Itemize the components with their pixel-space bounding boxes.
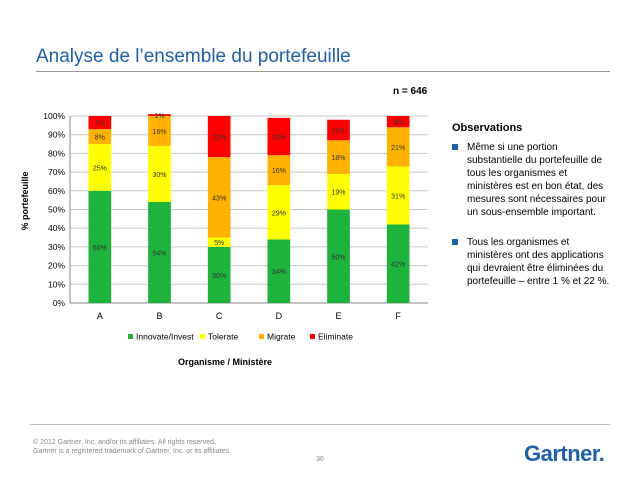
data-label: 19% [331, 190, 345, 197]
bullet-icon [452, 239, 458, 245]
data-label: 54% [152, 251, 166, 258]
y-axis-title: % portefeuille [20, 171, 30, 231]
x-tick-label: D [276, 311, 283, 321]
data-label: 16% [272, 168, 286, 175]
x-tick-label: B [156, 311, 162, 321]
bar-segment [88, 144, 112, 191]
data-label: 30% [152, 172, 166, 179]
legend-label: Eliminate [318, 332, 353, 342]
data-label: 7% [95, 121, 105, 128]
data-label: 29% [272, 210, 286, 217]
y-tick-label: 70% [48, 167, 65, 177]
data-label: 31% [391, 193, 405, 200]
bar-segment [88, 190, 112, 303]
trademark-text: Gartner is a registered trademark of Gar… [33, 448, 231, 455]
bar-segment [207, 116, 231, 158]
bar-segment [327, 119, 350, 141]
gartner-logo: Gartner. [524, 441, 605, 467]
data-label: 22% [212, 135, 226, 142]
slide-title: Analyse de l’ensemble du portefeuille [36, 46, 351, 67]
bar-segment [88, 116, 112, 130]
y-tick-label: 80% [48, 148, 65, 158]
observation-text: Même si une portion substantielle du por… [467, 142, 606, 218]
bar-segment [386, 224, 410, 303]
bar-segment [327, 173, 350, 210]
bar-segment [148, 202, 171, 303]
bullet-icon [452, 144, 458, 150]
x-tick-label: C [216, 311, 223, 321]
data-label: 1% [154, 113, 164, 120]
legend-swatch [200, 334, 205, 339]
observation-text: Tous les organismes et ministères ont de… [467, 237, 610, 287]
legend-label: Tolerate [208, 332, 239, 342]
observations-title: Observations [452, 122, 523, 134]
y-tick-label: 30% [48, 242, 65, 252]
bar-segment [327, 209, 350, 303]
sample-size-label: n = 646 [393, 86, 428, 97]
data-label: 5% [214, 240, 224, 247]
observation-item: Même si une portion substantielle du por… [452, 141, 612, 219]
bar-segment [207, 246, 231, 303]
data-label: 11% [332, 128, 346, 135]
logo-dot: . [598, 441, 605, 466]
data-label: 21% [391, 145, 405, 152]
data-label: 43% [212, 195, 226, 202]
x-axis-title: Organisme / Ministère [177, 357, 273, 367]
data-label: 25% [93, 165, 107, 172]
copyright-text: © 2012 Gartner, Inc. and/or its affiliat… [33, 439, 216, 446]
data-label: 60% [93, 245, 107, 252]
y-tick-label: 0% [53, 298, 66, 308]
legend-label: Innovate/Invest [136, 332, 194, 342]
y-tick-label: 60% [48, 186, 65, 196]
data-label: 30% [212, 273, 226, 280]
page-number: 36 [316, 456, 324, 463]
data-label: 20% [272, 135, 286, 142]
bar-segment [88, 129, 112, 145]
bar-segment [267, 155, 291, 186]
bar-segment [386, 127, 410, 167]
bar-segment [267, 239, 291, 303]
logo-text: Gartner [524, 441, 599, 466]
data-label: 42% [391, 262, 405, 269]
data-label: 50% [331, 254, 345, 261]
bar-segment [327, 140, 350, 174]
bar-segment [267, 117, 291, 156]
data-label: 18% [331, 155, 345, 162]
bar-segment [386, 116, 410, 128]
y-tick-label: 50% [48, 205, 65, 215]
bar-segment [207, 157, 231, 238]
x-tick-label: E [335, 311, 341, 321]
title-divider [36, 71, 610, 72]
bar-segment [148, 114, 171, 116]
y-tick-label: 100% [43, 111, 65, 121]
bar-segment [207, 237, 231, 247]
y-tick-label: 20% [48, 261, 65, 271]
legend-swatch [310, 334, 315, 339]
bar-segment [148, 116, 171, 146]
y-tick-label: 40% [48, 223, 65, 233]
bar-segment [267, 185, 291, 240]
observation-item: Tous les organismes et ministères ont de… [452, 236, 612, 288]
data-label: 6% [393, 120, 403, 127]
legend-swatch [259, 334, 264, 339]
y-tick-label: 10% [48, 279, 65, 289]
bar-segment [386, 166, 410, 225]
bar-segment [148, 145, 171, 203]
stacked-bar-chart: 0% 10% 20% 30% 40% 50% 60% 70% 80% 90% 100% 60% 25% 8… [43, 111, 428, 342]
legend-label: Migrate [267, 332, 296, 342]
x-tick-label: F [395, 311, 401, 321]
legend-swatch [128, 334, 133, 339]
data-label: 34% [272, 269, 286, 276]
y-tick-label: 90% [48, 130, 65, 140]
data-label: 16% [152, 129, 166, 136]
footer-divider [30, 424, 610, 425]
data-label: 8% [95, 135, 105, 142]
x-tick-label: A [97, 311, 103, 321]
